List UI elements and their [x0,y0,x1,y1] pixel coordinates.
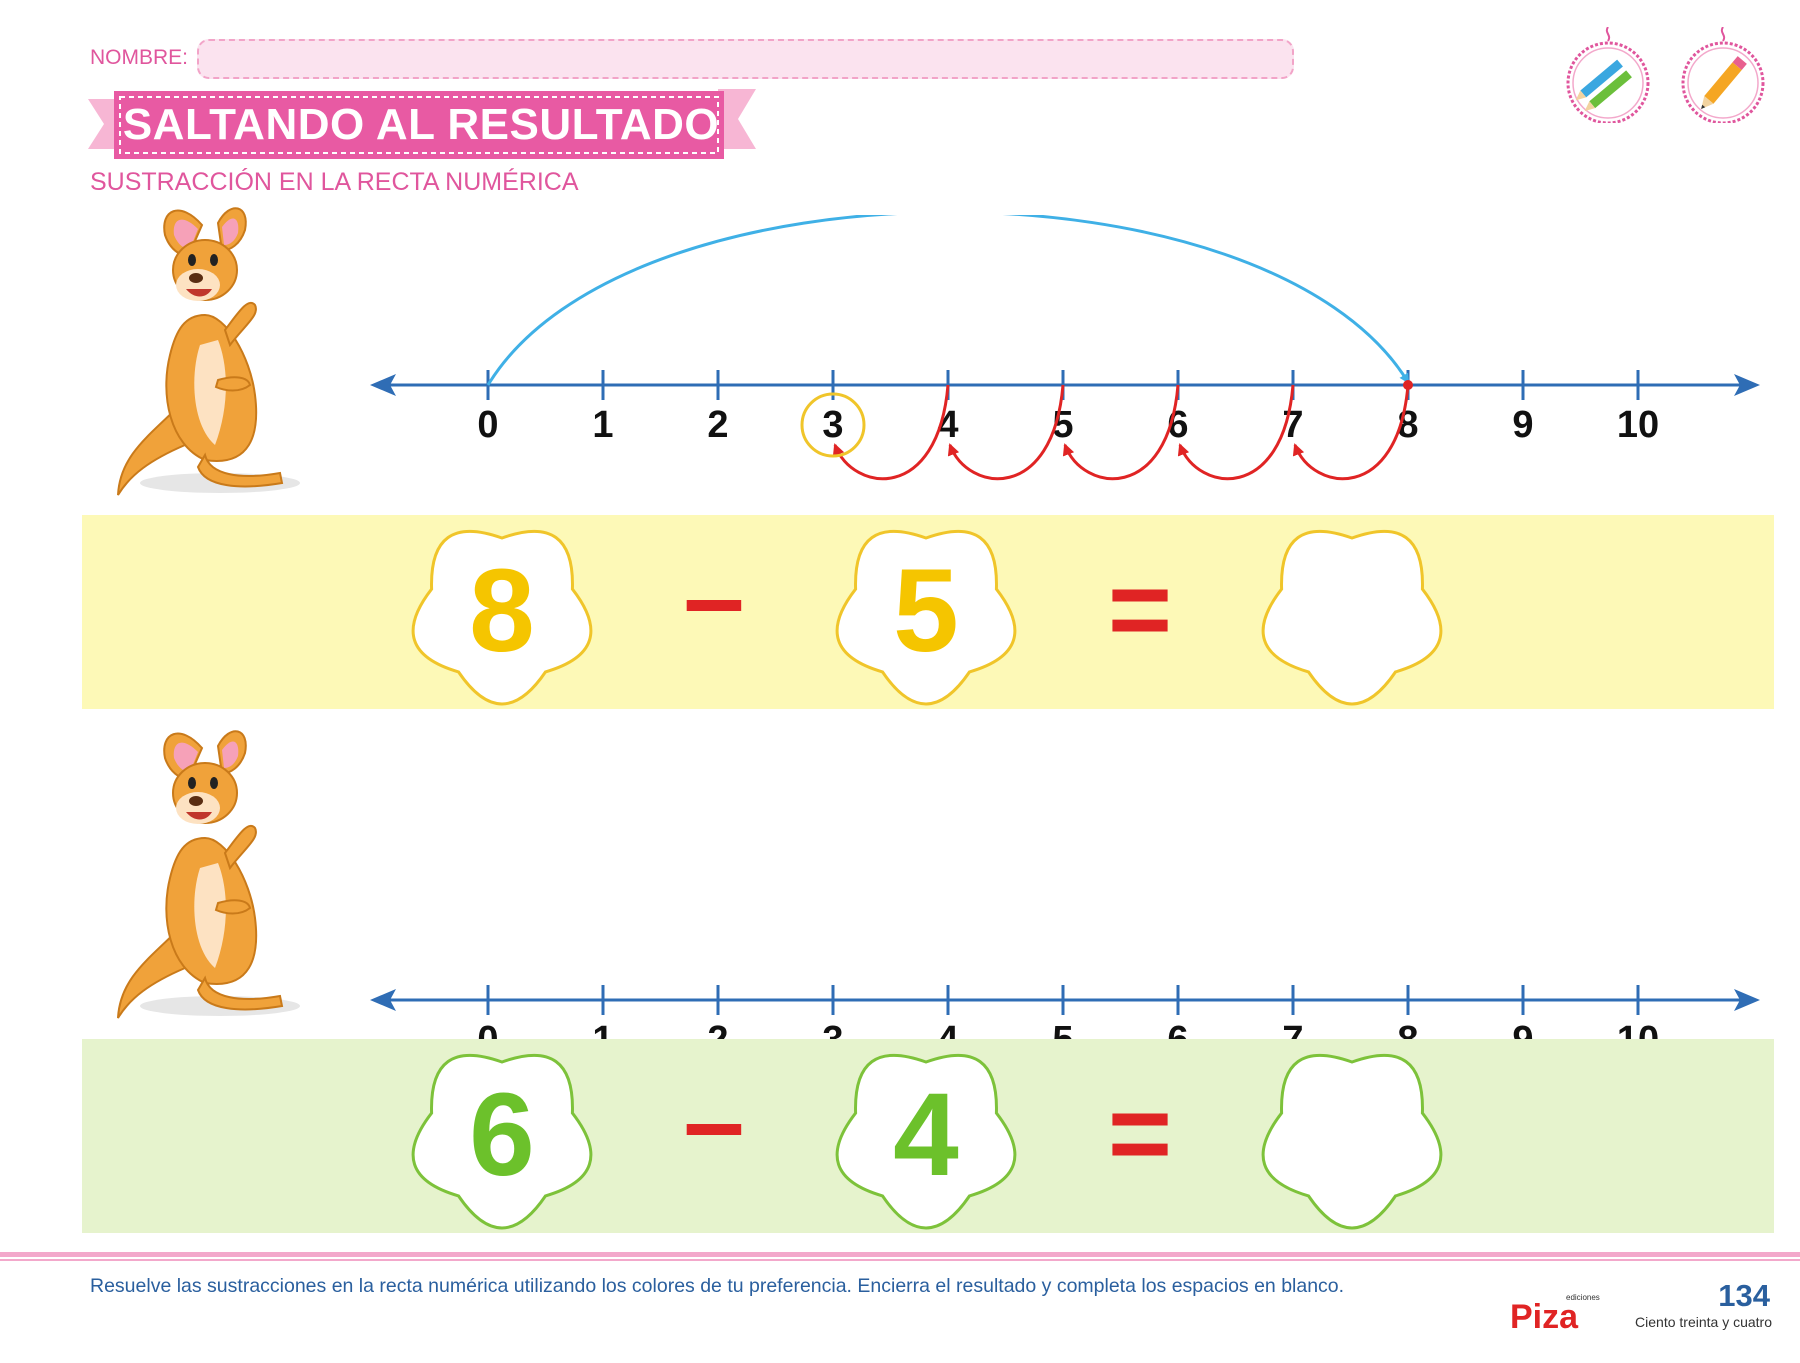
page-title: SALTANDO AL RESULTADO [122,100,720,149]
axis-arrow-left [370,374,396,396]
name-label: NOMBRE: [90,46,189,69]
kangaroo-illustration [117,730,300,1019]
number-flower-b [835,1053,1017,1230]
pencil-icon [1681,27,1765,123]
tick-label[interactable]: 9 [1512,404,1533,446]
svg-text:Piza: Piza [1510,1298,1579,1332]
back-hop-arc [947,384,1065,481]
instructions-text: Resuelve las sustracciones en la recta n… [90,1275,1345,1297]
colored-pencils-icon [1566,27,1650,123]
minuend: 6 [469,1069,535,1201]
minus-sign: – [683,536,744,659]
number-flower-a [411,1053,593,1230]
back-hop-arc [832,384,950,481]
equals-sign: = [1108,548,1172,671]
number-flower-b [835,529,1017,706]
axis-arrow-right [1734,989,1760,1011]
back-hop-arc [1062,384,1180,481]
answer-flower[interactable] [1261,529,1443,706]
forward-jump-arc [486,215,1410,386]
subtrahend: 4 [893,1069,959,1201]
answer-flower[interactable] [1261,1053,1443,1230]
equation-1: 8 – 5 = [411,529,1443,706]
tick-label[interactable]: 0 [477,404,498,446]
result-circle [800,392,866,458]
axis-arrow-right [1734,374,1760,396]
minus-sign: – [683,1060,744,1183]
publisher-logo: ediciones Piza [1510,1293,1600,1332]
tick-label[interactable]: 3 [822,404,843,446]
back-hop-arc [1177,384,1295,481]
footer-divider [0,1252,1800,1261]
back-hop-arc [1292,384,1410,481]
number-flower-a [411,529,593,706]
tick-label[interactable]: 2 [707,404,728,446]
title-ribbon [88,89,756,159]
page-number: 134 [1718,1278,1770,1313]
page-subtitle: SUSTRACCIÓN EN LA RECTA NUMÉRICA [90,168,579,196]
minuend: 8 [469,545,535,677]
kangaroo-illustration [117,207,300,496]
subtrahend: 5 [893,545,959,677]
equation-band-2: 6 – 4 = [82,1039,1774,1233]
tick-label[interactable]: 1 [592,404,613,446]
axis-arrow-left [370,989,396,1011]
name-field[interactable] [197,39,1294,79]
svg-text:ediciones: ediciones [1566,1293,1600,1302]
equation-band-1: 8 – 5 = [82,515,1774,709]
page-number-words: Ciento treinta y cuatro [1635,1314,1772,1330]
equation-2: 6 – 4 = [411,1053,1443,1230]
number-line-example[interactable]: 0 1 2 3 4 5 6 7 8 9 10 [370,215,1760,515]
tick-label[interactable]: 10 [1617,404,1659,446]
equals-sign: = [1108,1072,1172,1195]
